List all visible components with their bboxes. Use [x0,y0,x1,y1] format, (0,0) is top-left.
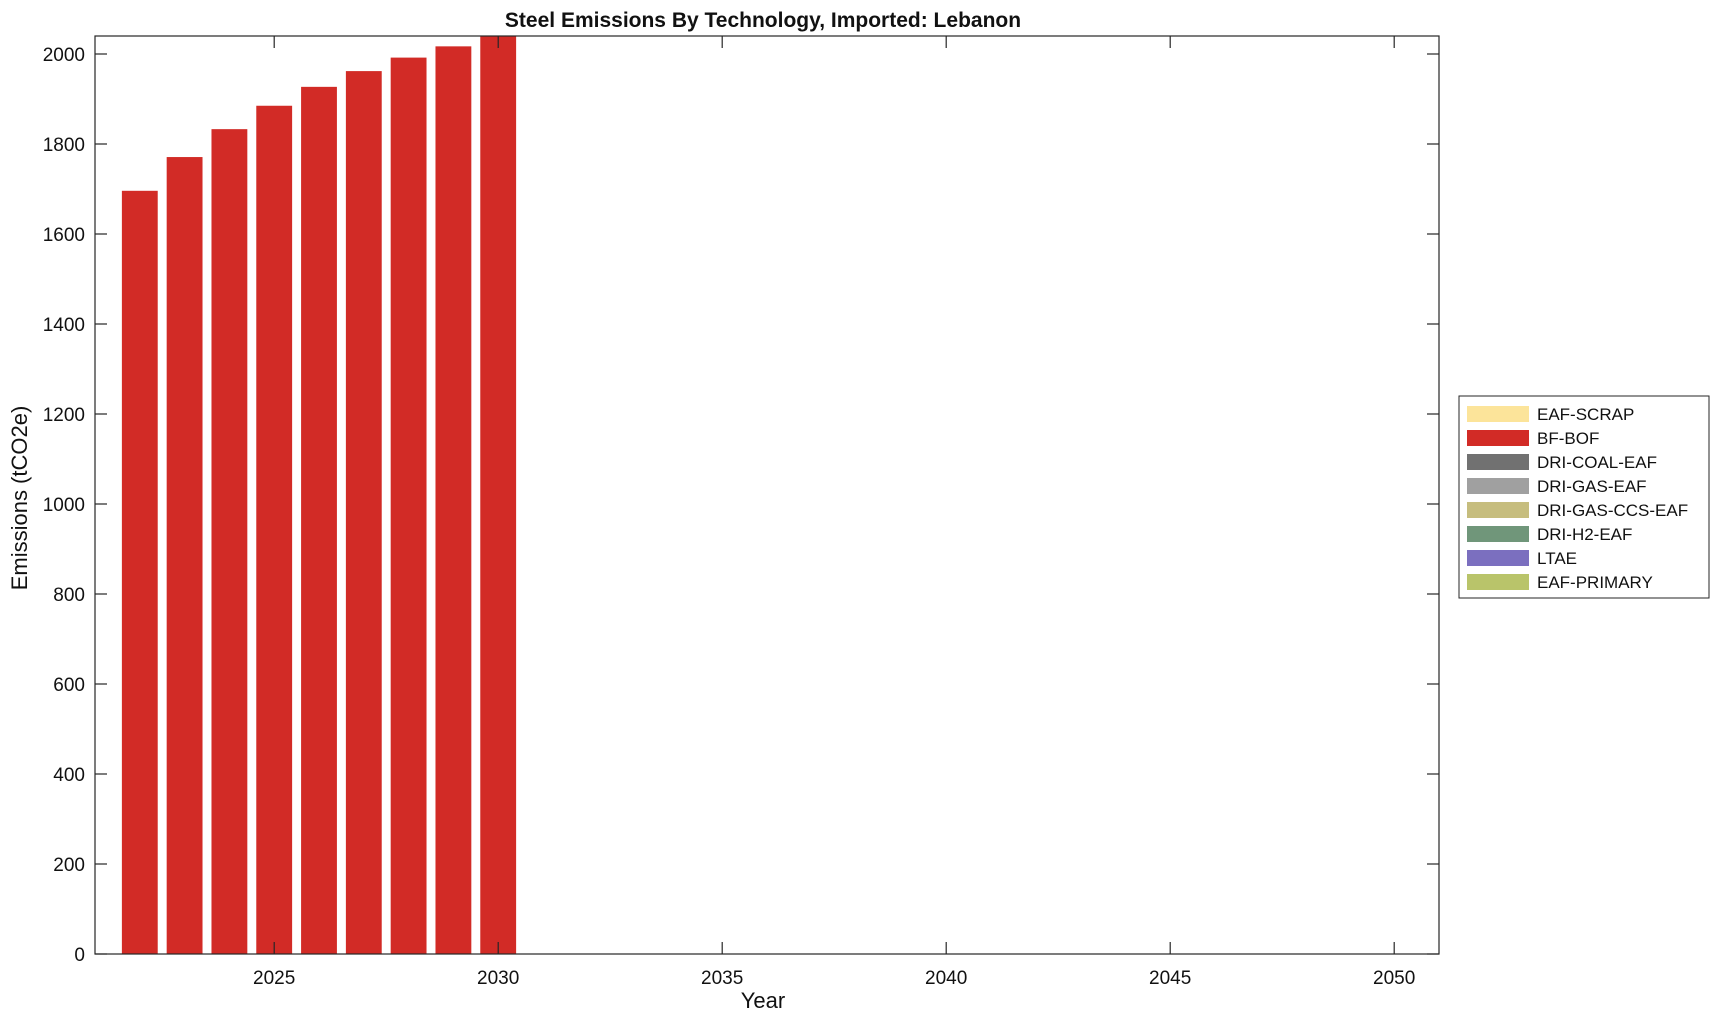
bar-bf-bof-2028 [390,57,427,955]
plot-background [95,36,1439,954]
legend-label-dri-gas-ccs-eaf: DRI-GAS-CCS-EAF [1537,501,1688,520]
x-axis-label: Year [741,988,785,1013]
legend-swatch-dri-coal-eaf [1467,454,1529,470]
legend-box [1458,395,1710,599]
legend-swatch-dri-gas-eaf [1467,478,1529,494]
bar-bf-bof-2025 [256,105,293,954]
legend-swatch-eaf-scrap [1467,406,1529,422]
x-tick-label-2045: 2045 [1149,968,1191,989]
y-tick-label-600: 600 [53,675,85,696]
bar-bf-bof-2027 [345,71,382,955]
chart-title: Steel Emissions By Technology, Imported:… [505,9,1021,32]
y-tick-label-1600: 1600 [43,225,85,246]
legend-label-bf-bof: BF-BOF [1537,429,1599,448]
legend-swatch-ltae [1467,550,1529,566]
y-tick-label-1200: 1200 [43,405,85,426]
y-tick-label-800: 800 [53,585,85,606]
y-tick-label-1400: 1400 [43,315,85,336]
legend-label-ltae: LTAE [1537,549,1577,568]
legend-swatch-bf-bof [1467,430,1529,446]
y-tick-label-1800: 1800 [43,135,85,156]
legend-swatch-dri-gas-ccs-eaf [1467,502,1529,518]
plot-area [95,36,1439,954]
axes-group: 2025 2030 2035 2040 2045 2050 0 200 400 600 800 100… [43,35,1440,989]
x-tick-label-2030: 2030 [477,968,519,989]
legend-label-dri-gas-eaf: DRI-GAS-EAF [1537,477,1647,496]
x-tick-label-2040: 2040 [925,968,967,989]
bar-bf-bof-2023 [166,157,203,955]
bar-bf-bof-2029 [435,46,472,955]
y-tick-label-2000: 2000 [43,45,85,66]
y-tick-label-1000: 1000 [43,495,85,516]
legend: EAF-SCRAP BF-BOF DRI-COAL-EAF DRI-GAS-EAF DR… [1458,395,1710,599]
bar-bf-bof-2030 [480,36,517,954]
legend-label-eaf-scrap: EAF-SCRAP [1537,405,1634,424]
bar-bf-bof-2022 [121,190,158,955]
bar-bf-bof-2026 [301,86,337,955]
bar-bf-bof-2024 [211,129,248,954]
legend-label-eaf-primary: EAF-PRIMARY [1537,573,1653,592]
x-tick-label-2025: 2025 [253,968,295,989]
legend-label-dri-h2-eaf: DRI-H2-EAF [1537,525,1632,544]
x-tick-label-2050: 2050 [1373,968,1415,989]
x-tick-label-2035: 2035 [701,968,743,989]
bars-group [121,36,517,955]
legend-label-dri-coal-eaf: DRI-COAL-EAF [1537,453,1657,472]
axes-box [94,35,1440,955]
y-tick-label-400: 400 [53,765,85,786]
y-axis-label: Emissions (tCO2e) [7,406,32,591]
legend-swatch-eaf-primary [1467,574,1529,590]
y-tick-label-0: 0 [74,945,85,966]
legend-swatch-dri-h2-eaf [1467,526,1529,542]
y-tick-label-200: 200 [53,855,85,876]
